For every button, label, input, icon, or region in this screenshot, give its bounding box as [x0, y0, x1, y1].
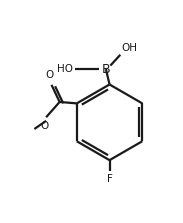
Text: F: F — [107, 174, 113, 184]
Text: OH: OH — [122, 43, 138, 53]
Text: O: O — [45, 70, 53, 80]
Text: HO: HO — [57, 64, 74, 74]
Text: O: O — [40, 120, 48, 130]
Text: B: B — [102, 63, 110, 76]
